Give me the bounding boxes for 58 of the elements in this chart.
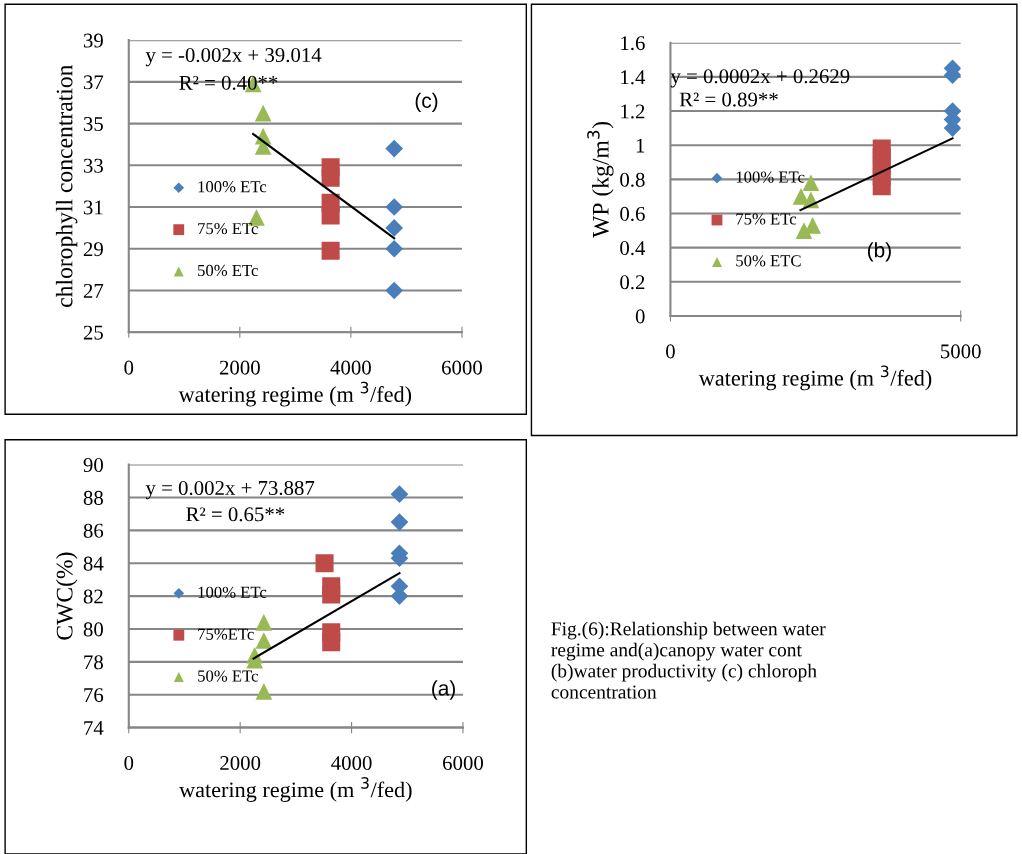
x-tick-label: 4000: [331, 755, 372, 771]
y-tick-label: 37: [83, 75, 104, 90]
annotation: (a): [432, 680, 455, 700]
legend-label: 75% ETc: [198, 222, 258, 235]
x-tick-label: 6000: [442, 360, 482, 375]
x-tick-label: 4000: [330, 360, 371, 375]
x-axis-title: watering regime (m $^{3}$/fed): [178, 381, 412, 407]
y-axis-title: CWC(%): [55, 552, 78, 640]
x-tick-label: 6000: [443, 755, 484, 771]
legend-label: 75% ETc: [736, 213, 797, 225]
legend-label: 100% ETc: [198, 181, 267, 193]
y-tick-label: 1.2: [621, 104, 645, 119]
annotation: (c): [415, 92, 438, 113]
annotation: R² = 0.65**: [186, 507, 285, 522]
legend-label: 75%ETc: [198, 628, 254, 640]
text: Fig.(6):Relationship between water regime and(a)canopy water cont (b)water productivity (c) chloroph concentration: [551, 621, 826, 699]
legend-label: 100% ETc: [736, 171, 805, 183]
y-tick-label: 27: [83, 283, 104, 298]
y-tick-label: 78: [84, 655, 103, 670]
x-tick-label: 5000: [941, 344, 981, 359]
annotation: (b): [867, 242, 891, 262]
annotation: y = -0.002x + 39.014: [145, 47, 322, 67]
y-tick-label: 35: [83, 117, 103, 132]
x-axis-title: watering regime (m $^{3}$/fed): [179, 777, 412, 802]
y-tick-label: 25: [83, 325, 103, 340]
y-tick-label: 1.4: [621, 70, 646, 85]
y-tick-label: 74: [84, 721, 104, 735]
legend-label: 100% ETc: [198, 586, 267, 598]
y-tick-label: 84: [83, 556, 104, 571]
y-tick-label: 33: [83, 158, 103, 173]
legend-label: 50% ETC: [736, 255, 801, 267]
legend-label: 50% ETc: [198, 264, 258, 277]
x-tick-label: 2000: [220, 755, 261, 771]
y-tick-label: 90: [83, 457, 103, 473]
x-axis-title: watering regime (m $^{3}$/fed): [698, 365, 932, 391]
y-tick-label: 80: [83, 622, 103, 637]
x-tick-label: 0: [124, 755, 134, 771]
y-tick-label: 86: [83, 523, 104, 538]
y-tick-label: 1: [636, 138, 645, 153]
annotation: R² = 0.89**: [679, 92, 778, 107]
y-tick-label: 88: [83, 490, 103, 505]
annotation: y = 0.002x + 73.887: [145, 480, 315, 500]
y-tick-label: 0.2: [620, 275, 645, 290]
y-tick-label: 0: [635, 309, 645, 324]
y-tick-label: 39: [83, 33, 103, 48]
y-tick-label: 1.6: [621, 36, 645, 51]
y-tick-label: 31: [83, 200, 103, 215]
y-tick-label: 82: [83, 589, 103, 604]
y-tick-label: 0.4: [620, 241, 646, 256]
legend-label: 50% ETc: [198, 670, 258, 682]
y-axis-title: chlorophyll concentration: [55, 64, 78, 307]
y-tick-label: 29: [83, 242, 103, 257]
y-tick-label: 76: [84, 688, 104, 703]
y-tick-label: 0.6: [620, 206, 645, 222]
y-tick-label: 0.8: [620, 172, 645, 187]
x-tick-label: 0: [124, 360, 134, 375]
y-axis-title: WP (kg/m$^{3}$): [587, 121, 614, 238]
x-tick-label: 2000: [219, 360, 260, 375]
